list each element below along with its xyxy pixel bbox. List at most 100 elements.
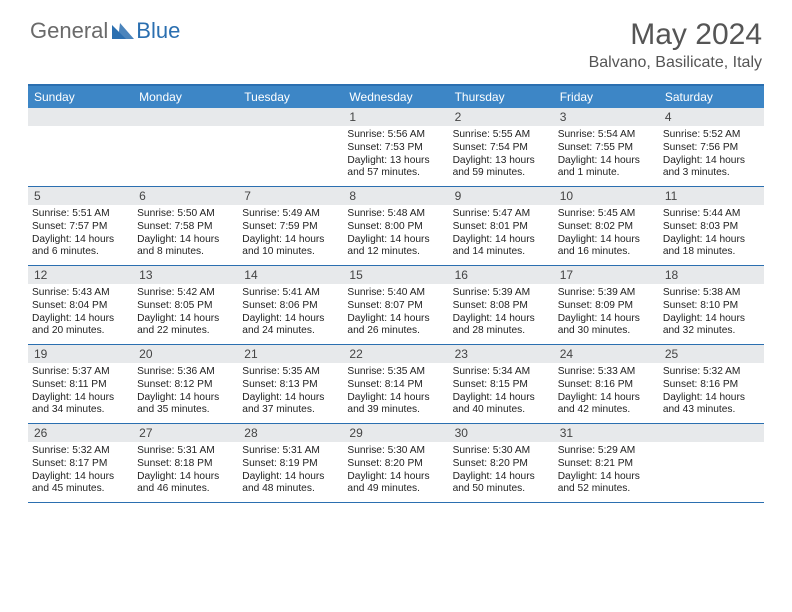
sunset-text: Sunset: 8:19 PM: [242, 458, 339, 471]
day-cell: 17Sunrise: 5:39 AMSunset: 8:09 PMDayligh…: [554, 266, 659, 344]
sunrise-text: Sunrise: 5:45 AM: [558, 208, 655, 221]
daylight-text: Daylight: 14 hours and 39 minutes.: [347, 392, 444, 418]
sunrise-text: Sunrise: 5:37 AM: [32, 366, 129, 379]
day-cell: 7Sunrise: 5:49 AMSunset: 7:59 PMDaylight…: [238, 187, 343, 265]
sunrise-text: Sunrise: 5:35 AM: [347, 366, 444, 379]
sunset-text: Sunset: 8:10 PM: [663, 300, 760, 313]
day-cell: 31Sunrise: 5:29 AMSunset: 8:21 PMDayligh…: [554, 424, 659, 502]
daylight-text: Daylight: 14 hours and 52 minutes.: [558, 471, 655, 497]
sunset-text: Sunset: 8:12 PM: [137, 379, 234, 392]
sunset-text: Sunset: 8:03 PM: [663, 221, 760, 234]
sunset-text: Sunset: 8:07 PM: [347, 300, 444, 313]
sunrise-text: Sunrise: 5:41 AM: [242, 287, 339, 300]
day-cell: 11Sunrise: 5:44 AMSunset: 8:03 PMDayligh…: [659, 187, 764, 265]
daylight-text: Daylight: 14 hours and 22 minutes.: [137, 313, 234, 339]
page-title: May 2024: [589, 18, 762, 52]
date-number-empty: [28, 108, 133, 126]
sunset-text: Sunset: 8:20 PM: [453, 458, 550, 471]
sunset-text: Sunset: 8:06 PM: [242, 300, 339, 313]
daylight-text: Daylight: 14 hours and 42 minutes.: [558, 392, 655, 418]
header: General Blue May 2024 Balvano, Basilicat…: [0, 0, 792, 78]
sunrise-text: Sunrise: 5:34 AM: [453, 366, 550, 379]
date-number: 2: [449, 108, 554, 126]
calendar: Sunday Monday Tuesday Wednesday Thursday…: [28, 84, 764, 503]
sunrise-text: Sunrise: 5:42 AM: [137, 287, 234, 300]
day-cell: [238, 108, 343, 186]
sunrise-text: Sunrise: 5:39 AM: [558, 287, 655, 300]
sunset-text: Sunset: 8:14 PM: [347, 379, 444, 392]
date-number: 5: [28, 187, 133, 205]
sunrise-text: Sunrise: 5:40 AM: [347, 287, 444, 300]
day-cell: 10Sunrise: 5:45 AMSunset: 8:02 PMDayligh…: [554, 187, 659, 265]
date-number-empty: [659, 424, 764, 442]
sunrise-text: Sunrise: 5:30 AM: [347, 445, 444, 458]
day-header: Friday: [554, 86, 659, 108]
day-cell: 14Sunrise: 5:41 AMSunset: 8:06 PMDayligh…: [238, 266, 343, 344]
daylight-text: Daylight: 14 hours and 24 minutes.: [242, 313, 339, 339]
sunrise-text: Sunrise: 5:48 AM: [347, 208, 444, 221]
daylight-text: Daylight: 14 hours and 30 minutes.: [558, 313, 655, 339]
daylight-text: Daylight: 14 hours and 12 minutes.: [347, 234, 444, 260]
date-number: 16: [449, 266, 554, 284]
logo-text-blue: Blue: [136, 18, 180, 44]
sunrise-text: Sunrise: 5:36 AM: [137, 366, 234, 379]
day-cell: 20 Sunrise: 5:36 AMSunset: 8:12 PMDayligh…: [133, 345, 238, 423]
daylight-text: Daylight: 14 hours and 40 minutes.: [453, 392, 550, 418]
sunset-text: Sunset: 8:20 PM: [347, 458, 444, 471]
day-cell: 4Sunrise: 5:52 AMSunset: 7:56 PMDaylight…: [659, 108, 764, 186]
day-cell: 21Sunrise: 5:35 AMSunset: 8:13 PMDayligh…: [238, 345, 343, 423]
daylight-text: Daylight: 14 hours and 37 minutes.: [242, 392, 339, 418]
date-number: 25: [659, 345, 764, 363]
day-cell: 3Sunrise: 5:54 AMSunset: 7:55 PMDaylight…: [554, 108, 659, 186]
sunrise-text: Sunrise: 5:47 AM: [453, 208, 550, 221]
day-cell: 22Sunrise: 5:35 AMSunset: 8:14 PMDayligh…: [343, 345, 448, 423]
sunset-text: Sunset: 7:53 PM: [347, 142, 444, 155]
daylight-text: Daylight: 14 hours and 46 minutes.: [137, 471, 234, 497]
day-cell: 29 Sunrise: 5:30 AMSunset: 8:20 PMDayligh…: [343, 424, 448, 502]
day-cell: 18Sunrise: 5:38 AMSunset: 8:10 PMDayligh…: [659, 266, 764, 344]
daylight-text: Daylight: 14 hours and 50 minutes.: [453, 471, 550, 497]
date-number: 20: [133, 345, 238, 363]
sunset-text: Sunset: 7:58 PM: [137, 221, 234, 234]
sunrise-text: Sunrise: 5:33 AM: [558, 366, 655, 379]
day-cell: 30Sunrise: 5:30 AMSunset: 8:20 PMDayligh…: [449, 424, 554, 502]
day-cell: 25Sunrise: 5:32 AMSunset: 8:16 PMDayligh…: [659, 345, 764, 423]
day-cell: 1Sunrise: 5:56 AMSunset: 7:53 PMDaylight…: [343, 108, 448, 186]
date-number: 17: [554, 266, 659, 284]
date-number: 10: [554, 187, 659, 205]
sunset-text: Sunset: 7:55 PM: [558, 142, 655, 155]
logo-triangle-icon: [112, 21, 134, 42]
date-number: 29: [343, 424, 448, 442]
day-cell: 27Sunrise: 5:31 AMSunset: 8:18 PMDayligh…: [133, 424, 238, 502]
sunset-text: Sunset: 8:17 PM: [32, 458, 129, 471]
daylight-text: Daylight: 13 hours and 59 minutes.: [453, 155, 550, 181]
sunset-text: Sunset: 7:54 PM: [453, 142, 550, 155]
sunset-text: Sunset: 8:16 PM: [558, 379, 655, 392]
location-subtitle: Balvano, Basilicate, Italy: [589, 54, 762, 72]
day-header: Wednesday: [343, 86, 448, 108]
daylight-text: Daylight: 14 hours and 49 minutes.: [347, 471, 444, 497]
sunset-text: Sunset: 8:02 PM: [558, 221, 655, 234]
day-cell: 26Sunrise: 5:32 AMSunset: 8:17 PMDayligh…: [28, 424, 133, 502]
date-number: 12: [28, 266, 133, 284]
day-cell: 15Sunrise: 5:40 AMSunset: 8:07 PMDayligh…: [343, 266, 448, 344]
sunset-text: Sunset: 8:04 PM: [32, 300, 129, 313]
week-row: 26Sunrise: 5:32 AMSunset: 8:17 PMDayligh…: [28, 424, 764, 503]
daylight-text: Daylight: 14 hours and 43 minutes.: [663, 392, 760, 418]
sunset-text: Sunset: 8:08 PM: [453, 300, 550, 313]
sunset-text: Sunset: 8:11 PM: [32, 379, 129, 392]
sunrise-text: Sunrise: 5:35 AM: [242, 366, 339, 379]
day-header: Saturday: [659, 86, 764, 108]
sunrise-text: Sunrise: 5:43 AM: [32, 287, 129, 300]
date-number: 19: [28, 345, 133, 363]
day-cell: 19Sunrise: 5:37 AMSunset: 8:11 PMDayligh…: [28, 345, 133, 423]
day-header: Tuesday: [238, 86, 343, 108]
day-header: Thursday: [449, 86, 554, 108]
date-number: 18: [659, 266, 764, 284]
date-number: 24: [554, 345, 659, 363]
date-number: 11: [659, 187, 764, 205]
sunrise-text: Sunrise: 5:44 AM: [663, 208, 760, 221]
day-cell: 12Sunrise: 5:43 AMSunset: 8:04 PMDayligh…: [28, 266, 133, 344]
daylight-text: Daylight: 14 hours and 35 minutes.: [137, 392, 234, 418]
daylight-text: Daylight: 14 hours and 14 minutes.: [453, 234, 550, 260]
